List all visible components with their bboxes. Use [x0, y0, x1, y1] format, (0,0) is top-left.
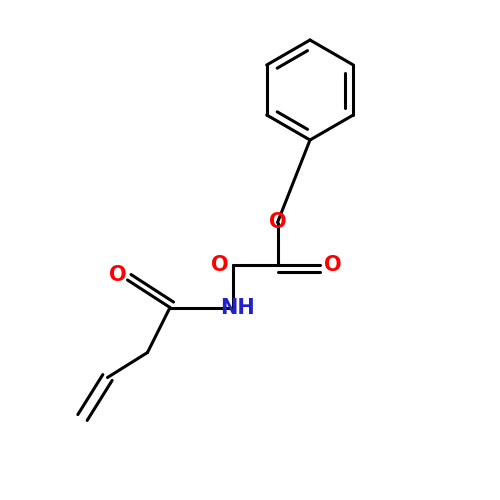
Text: O: O	[108, 265, 126, 285]
Text: O: O	[324, 255, 342, 275]
Text: O: O	[268, 212, 286, 233]
Text: NH: NH	[220, 298, 255, 318]
Text: O: O	[211, 255, 229, 275]
